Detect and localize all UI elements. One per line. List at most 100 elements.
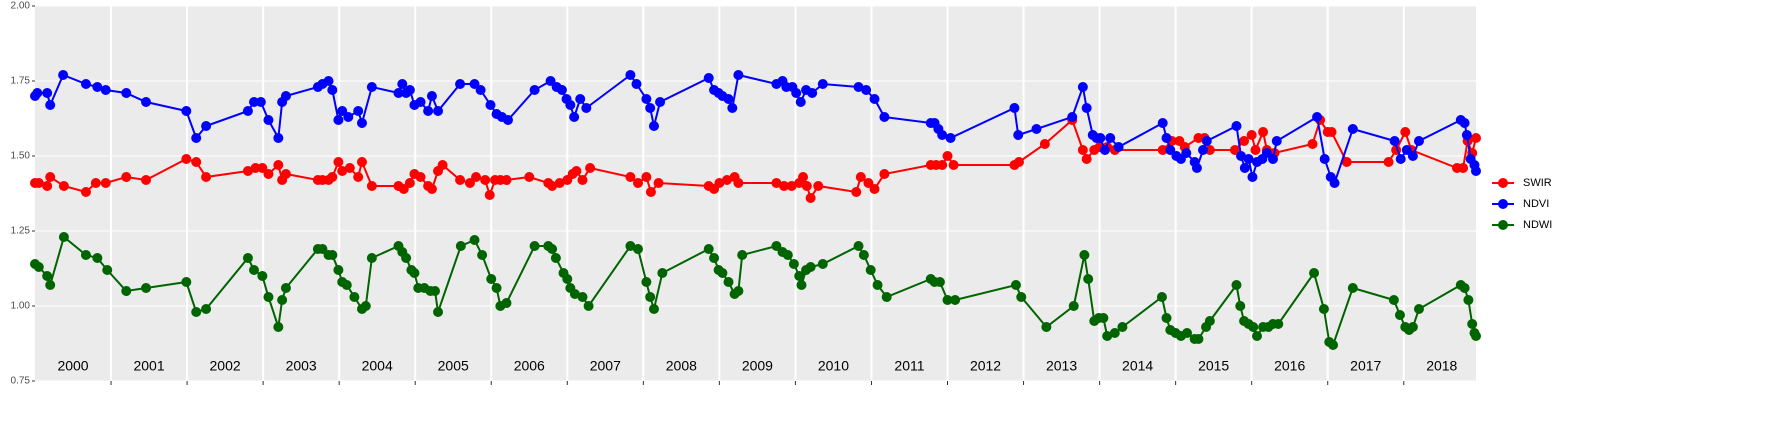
data-point (242, 166, 253, 176)
data-point (855, 172, 866, 182)
data-point (1198, 145, 1209, 155)
data-point (1383, 157, 1394, 167)
data-point (1394, 310, 1405, 320)
data-point (404, 178, 415, 188)
data-point (1261, 148, 1272, 158)
data-point (1105, 133, 1116, 143)
data-point (645, 187, 656, 197)
data-point (942, 295, 953, 305)
data-point (92, 253, 103, 263)
data-point (1246, 130, 1257, 140)
data-point (280, 169, 291, 179)
data-point (141, 175, 152, 185)
data-point (633, 178, 644, 188)
data-point (1231, 280, 1242, 290)
data-point (398, 184, 409, 194)
data-point (1461, 130, 1472, 140)
data-point (477, 250, 488, 260)
data-point (353, 172, 364, 182)
data-point (1016, 292, 1027, 302)
data-point (794, 271, 805, 281)
year-label: 2009 (742, 358, 773, 374)
data-point (1407, 151, 1418, 161)
data-point (469, 235, 480, 245)
data-point (353, 106, 364, 116)
data-point (721, 175, 732, 185)
data-point (433, 106, 444, 116)
data-point (42, 271, 53, 281)
data-point (1117, 322, 1128, 332)
data-point (1467, 319, 1478, 329)
data-point (1312, 112, 1323, 122)
data-point (393, 88, 404, 98)
data-point (1009, 103, 1020, 113)
data-point (1471, 166, 1481, 176)
data-point (249, 97, 260, 107)
data-point (273, 322, 284, 332)
data-point (1013, 130, 1024, 140)
year-label: 2018 (1426, 358, 1457, 374)
data-point (547, 181, 558, 191)
data-point (805, 193, 816, 203)
data-point (733, 178, 744, 188)
data-point (879, 112, 890, 122)
data-point (1182, 328, 1193, 338)
data-point (343, 112, 354, 122)
data-point (1459, 118, 1470, 128)
data-point (323, 76, 334, 86)
data-point (937, 130, 948, 140)
data-point (813, 181, 824, 191)
data-point (1389, 136, 1400, 146)
data-point (366, 82, 377, 92)
data-point (581, 103, 592, 113)
data-point (1471, 331, 1481, 341)
data-point (791, 88, 802, 98)
data-point (1236, 151, 1247, 161)
data-point (181, 277, 192, 287)
data-point (641, 172, 652, 182)
data-point (1258, 127, 1269, 137)
data-point (90, 178, 101, 188)
data-point (100, 85, 111, 95)
data-point (1341, 157, 1352, 167)
data-point (455, 79, 466, 89)
data-point (181, 154, 192, 164)
data-point (280, 91, 291, 101)
data-point (255, 97, 266, 107)
data-point (242, 106, 253, 116)
data-point (277, 295, 288, 305)
data-point (356, 118, 367, 128)
y-tick-label: 2.00 (11, 1, 31, 12)
data-point (881, 292, 892, 302)
data-point (1081, 103, 1092, 113)
data-point (42, 88, 53, 98)
data-point (550, 253, 561, 263)
data-point (201, 304, 212, 314)
data-point (333, 157, 344, 167)
data-point (1102, 331, 1113, 341)
data-point (1067, 112, 1078, 122)
data-point (529, 85, 540, 95)
data-point (625, 241, 636, 251)
data-point (45, 100, 56, 110)
data-point (480, 175, 491, 185)
data-point (807, 88, 818, 98)
data-point (575, 94, 586, 104)
legend-key (1498, 220, 1508, 230)
data-point (58, 70, 69, 80)
data-point (337, 166, 348, 176)
data-point (1010, 280, 1021, 290)
data-point (1395, 154, 1406, 164)
data-point (1113, 142, 1124, 152)
data-point (723, 277, 734, 287)
data-point (1413, 304, 1424, 314)
data-point (948, 160, 959, 170)
year-label: 2007 (590, 358, 621, 374)
data-point (657, 268, 668, 278)
data-point (327, 250, 338, 260)
data-point (141, 97, 152, 107)
data-point (333, 265, 344, 275)
data-point (1458, 163, 1469, 173)
data-point (1251, 331, 1262, 341)
